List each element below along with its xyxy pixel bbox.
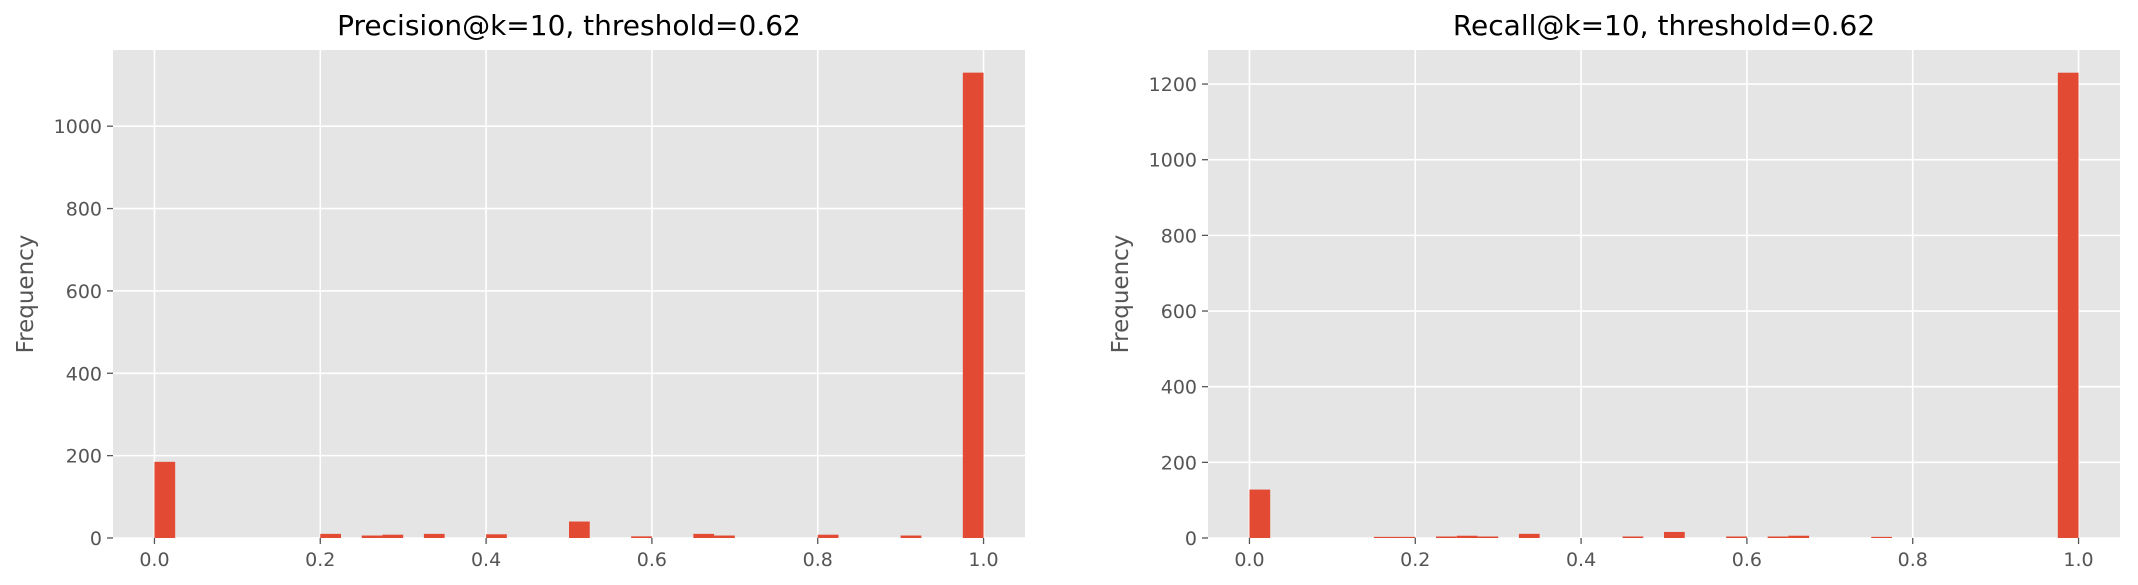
histogram-bar: [361, 535, 383, 538]
histogram-bar: [1871, 536, 1892, 538]
plot-background: [113, 50, 1025, 538]
y-tick-label: 1000: [54, 116, 102, 138]
chart-title: Precision@k=10, threshold=0.62: [337, 9, 801, 42]
histogram-bar: [693, 533, 715, 538]
x-tick-label: 0.4: [1566, 549, 1596, 571]
histogram-bar: [1436, 536, 1457, 538]
histogram-bar: [631, 536, 652, 538]
histogram-bar: [1477, 536, 1499, 538]
x-tick-label: 0.0: [139, 549, 169, 571]
histogram-bar: [1767, 536, 1789, 538]
chart-title: Recall@k=10, threshold=0.62: [1453, 9, 1875, 42]
y-tick-label: 0: [1185, 528, 1197, 550]
y-tick-label: 200: [1161, 452, 1197, 474]
x-tick-label: 1.0: [2063, 549, 2093, 571]
histogram-bar: [1394, 536, 1416, 538]
histogram-bar: [423, 533, 445, 538]
x-tick-label: 0.6: [637, 549, 667, 571]
histogram-bar: [1726, 536, 1747, 538]
histogram-bar: [1788, 535, 1810, 538]
histogram-bar: [2057, 72, 2079, 538]
y-tick-label: 800: [1161, 225, 1197, 247]
histogram-bar: [817, 534, 839, 538]
histogram-bar: [1249, 489, 1271, 538]
y-tick-label: 200: [66, 446, 102, 468]
y-tick-label: 1200: [1149, 74, 1197, 96]
x-tick-label: 0.6: [1732, 549, 1762, 571]
histogram-bar: [714, 535, 735, 538]
precision-histogram: 0.0 0.2 0.4 0.6 0.8 1.0 0 200 400 600 800 1000 Frequ…: [13, 9, 1025, 571]
histogram-bar: [1456, 535, 1478, 538]
x-tick-label: 0.2: [305, 549, 335, 571]
x-tick-label: 0.2: [1400, 549, 1430, 571]
x-tick-label: 1.0: [968, 549, 998, 571]
histogram-bar: [154, 461, 176, 538]
y-axis-label: Frequency: [13, 235, 39, 354]
histogram-bar: [1664, 531, 1685, 538]
y-tick-label: 400: [1161, 377, 1197, 399]
x-tick-label: 0.0: [1234, 549, 1264, 571]
y-tick-label: 600: [1161, 301, 1197, 323]
x-tick-label: 0.4: [471, 549, 501, 571]
y-tick-label: 400: [66, 363, 102, 385]
histogram-bar: [569, 521, 590, 538]
histogram-bar: [486, 534, 507, 538]
x-tick-label: 0.8: [803, 549, 833, 571]
histogram-bar: [900, 535, 922, 538]
y-tick-label: 1000: [1149, 150, 1197, 172]
y-tick-label: 0: [90, 528, 102, 550]
y-tick-label: 800: [66, 199, 102, 221]
y-tick-label: 600: [66, 281, 102, 303]
recall-histogram: 0.0 0.2 0.4 0.6 0.8 1.0 0 200 400 600 800 1000 1200 F…: [1108, 9, 2120, 571]
histogram-bar: [320, 533, 341, 538]
x-tick-label: 0.8: [1898, 549, 1928, 571]
histogram-bar: [1622, 536, 1644, 538]
y-axis-label: Frequency: [1108, 235, 1134, 354]
histogram-bar: [1518, 533, 1540, 538]
histogram-bar: [382, 534, 404, 538]
plot-background: [1208, 50, 2120, 538]
histogram-bar: [962, 72, 984, 539]
histogram-bar: [1373, 536, 1395, 538]
